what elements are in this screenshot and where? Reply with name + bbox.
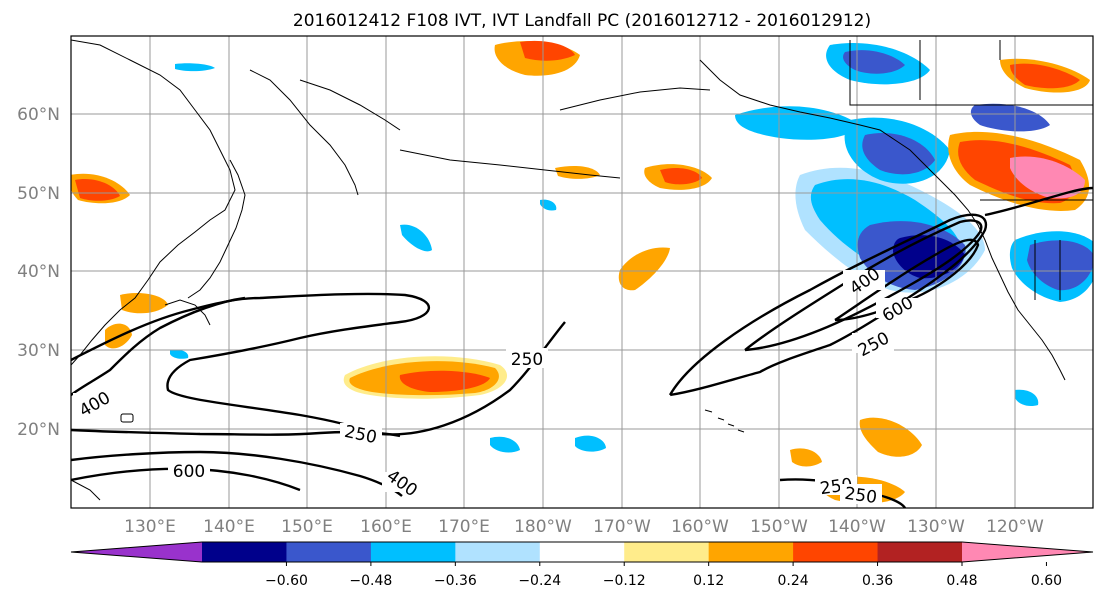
lon-label-130e: 130°E — [124, 517, 176, 537]
latitude-labels: 60°N 50°N 40°N 30°N 20°N — [17, 105, 60, 440]
colorbar-outline — [70, 541, 1094, 563]
lat-label-30n: 30°N — [17, 341, 60, 361]
lon-label-150w: 150°W — [750, 517, 808, 537]
lon-label-160e: 160°E — [360, 517, 412, 537]
lon-label-150e: 150°E — [281, 517, 333, 537]
lon-label-160w: 160°W — [671, 517, 729, 537]
colorbar-segment — [286, 542, 372, 562]
colorbar-ticks: −0.60 −0.48 −0.36 −0.24 −0.12 0.12 0.24 0.36 0.4… — [265, 562, 1062, 589]
map-panel: 400 250 250 600 250 400 600 400 250 25 — [70, 35, 1094, 509]
colorbar-segment — [877, 542, 963, 562]
colorbar-extend-min — [71, 542, 202, 562]
contour-label-250-mid: 250 — [511, 350, 543, 370]
map-title: 2016012412 F108 IVT, IVT Landfall PC (20… — [293, 11, 871, 31]
lon-label-140e: 140°E — [203, 517, 255, 537]
colorbar-tick-label: −0.24 — [518, 573, 561, 589]
lon-label-170e: 170°E — [438, 517, 490, 537]
colorbar-segments — [70, 541, 1094, 563]
colorbar-tick-label: −0.48 — [349, 573, 392, 589]
lon-label-140w: 140°W — [828, 517, 886, 537]
colorbar-segment — [539, 542, 625, 562]
colorbar-tick-label: 0.36 — [862, 573, 893, 589]
contour-label-600-south: 600 — [173, 462, 205, 482]
colorbar-segment — [370, 542, 456, 562]
contour-label-250-se-b: 250 — [843, 484, 878, 508]
lon-label-120w: 120°W — [986, 517, 1044, 537]
colorbar-tick-label: 0.12 — [693, 573, 724, 589]
lon-label-180w: 180°W — [514, 517, 572, 537]
lat-label-50n: 50°N — [17, 184, 60, 204]
colorbar-segment — [708, 542, 794, 562]
colorbar-tick-label: −0.36 — [434, 573, 477, 589]
colorbar-extend-max — [962, 542, 1093, 562]
longitude-labels: 130°E 140°E 150°E 160°E 170°E 180°W 170°… — [124, 517, 1044, 537]
colorbar: −0.60 −0.48 −0.36 −0.24 −0.12 0.12 0.24 0.36 0.4… — [70, 541, 1094, 589]
colorbar-tick-label: −0.12 — [603, 573, 646, 589]
colorbar-segment — [624, 542, 710, 562]
colorbar-tick-label: −0.60 — [265, 573, 308, 589]
lat-label-40n: 40°N — [17, 262, 60, 282]
colorbar-segment — [202, 542, 287, 562]
ivt-shading — [71, 40, 1093, 504]
colorbar-tick-label: 0.24 — [778, 573, 809, 589]
coastlines — [71, 39, 1093, 501]
lon-label-130w: 130°W — [907, 517, 965, 537]
colorbar-tick-label: 0.60 — [1031, 573, 1062, 589]
lat-label-20n: 20°N — [17, 420, 60, 440]
colorbar-segment — [455, 542, 541, 562]
lat-label-60n: 60°N — [17, 105, 60, 125]
colorbar-segment — [793, 542, 879, 562]
colorbar-tick-label: 0.48 — [946, 573, 977, 589]
lon-label-170w: 170°W — [593, 517, 651, 537]
map-frame — [70, 35, 1094, 509]
